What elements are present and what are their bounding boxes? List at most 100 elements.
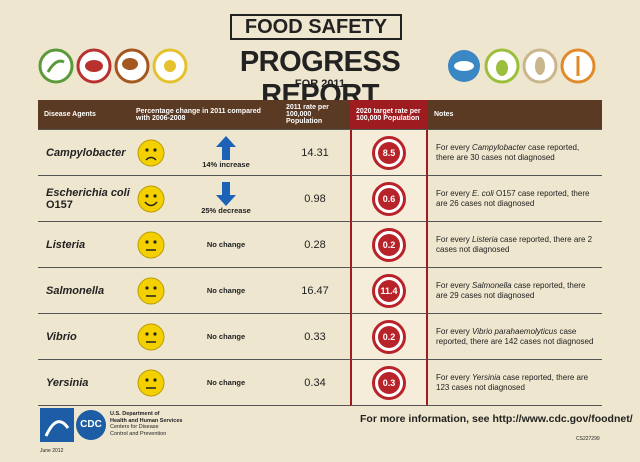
cell: For every Campylobacter case reported, t… <box>428 130 602 176</box>
cell: No change <box>172 314 280 360</box>
more-info: For more information, see http://www.cdc… <box>360 413 633 425</box>
change: No change <box>206 286 246 295</box>
cell: 0.2 <box>350 222 428 268</box>
cell: 14% increase <box>172 130 280 176</box>
subtitle: PROGRESS REPORT <box>239 46 401 111</box>
header-text: Percentage change in 2011 compared with … <box>136 107 261 122</box>
column-header: 2020 target rate per 100,000 Population <box>350 100 428 130</box>
rate-2011: 0.33 <box>304 330 326 343</box>
code: CS227299 <box>576 436 600 442</box>
cell: For every Listeria case reported, there … <box>428 222 602 268</box>
cell: For every Yersinia case reported, there … <box>428 360 602 406</box>
rate-2011: 16.47 <box>301 284 329 297</box>
cell: 0.33 <box>280 314 350 360</box>
disease-name-italic: Escherichia coli <box>46 186 130 199</box>
note-part: Listeria <box>472 234 498 244</box>
face-neutral <box>137 277 165 304</box>
cell: Listeria <box>38 222 130 268</box>
cell: 11.4 <box>350 268 428 314</box>
column-header: Notes <box>428 100 602 130</box>
disease-name-italic: Listeria <box>46 238 86 251</box>
agency-line: Health and Human Services <box>110 417 183 424</box>
disease-name: Yersinia <box>46 377 88 389</box>
note-part: Campylobacter <box>472 142 526 152</box>
cell: 14.31 <box>280 130 350 176</box>
target-rate: 8.5 <box>382 147 396 158</box>
note-part: Yersinia <box>472 372 501 382</box>
cdc-logo: CDC <box>76 410 106 440</box>
cell: Yersinia <box>38 360 130 406</box>
target-rate: 0.2 <box>382 239 396 250</box>
header-text: 2020 target rate per 100,000 Population <box>356 107 421 122</box>
target-inner: 0.2 <box>378 325 400 348</box>
icons-left <box>38 48 188 84</box>
cell: 0.34 <box>280 360 350 406</box>
rate-2011: 0.34 <box>304 376 326 389</box>
note-part: case reported, there are 123 cases not d… <box>436 372 589 392</box>
cell: 0.2 <box>350 314 428 360</box>
cell: 25% decrease <box>172 176 280 222</box>
arrow-up <box>216 136 236 160</box>
change: No change <box>206 378 246 387</box>
header-text: 2011 rate per 100,000 Population <box>286 104 329 125</box>
cell <box>130 360 172 406</box>
rate-2011: 0.28 <box>304 238 326 251</box>
column-header: Disease Agents <box>38 100 130 130</box>
header-text: Notes <box>434 111 454 118</box>
cell: Escherichia coli O157 <box>38 176 130 222</box>
note: For every E. coli O157 case reported, th… <box>436 189 596 209</box>
cell <box>130 176 172 222</box>
cell: 16.47 <box>280 268 350 314</box>
target-inner: 0.6 <box>378 187 400 210</box>
note-part: For every <box>436 188 473 198</box>
change: 25% decrease <box>201 206 251 215</box>
target-badge: 0.2 <box>372 319 406 354</box>
note-part: Vibrio parahaemolyticus <box>472 326 558 336</box>
face-neutral <box>137 231 165 258</box>
disease-name-italic: Campylobacter <box>46 146 126 159</box>
note: For every Salmonella case reported, ther… <box>436 281 596 301</box>
note-part: E. coli <box>472 188 494 198</box>
rate-2011: 0.98 <box>304 192 326 205</box>
agency-line: Centers for Disease <box>110 424 159 430</box>
cell: Salmonella <box>38 268 130 314</box>
note-part: case reported, there are 29 cases not di… <box>436 280 586 300</box>
cell <box>130 222 172 268</box>
note-part: For every <box>436 234 473 244</box>
change: No change <box>206 332 246 341</box>
column-header: 2011 rate per 100,000 Population <box>280 100 350 130</box>
target-rate: 0.2 <box>382 331 396 342</box>
note-part: case reported, there are 30 cases not di… <box>436 142 580 162</box>
note-part: O157 case reported, there are 26 cases n… <box>436 188 590 208</box>
agency-line: U.S. Department of <box>110 411 160 417</box>
cell: 0.6 <box>350 176 428 222</box>
target-badge: 11.4 <box>372 273 406 308</box>
column-header: Percentage change in 2011 compared with … <box>130 100 280 130</box>
rate-2011: 14.31 <box>301 146 329 159</box>
target-badge: 8.5 <box>372 135 406 170</box>
face-sad <box>137 139 165 166</box>
target-badge: 0.2 <box>372 227 406 262</box>
target-inner: 0.3 <box>378 371 400 394</box>
note: For every Listeria case reported, there … <box>436 235 596 255</box>
disease-name: Listeria <box>46 239 85 251</box>
cell: Vibrio <box>38 314 130 360</box>
note: For every Vibrio parahaemolyticus case r… <box>436 327 596 347</box>
disease-name-italic: Yersinia <box>46 376 89 389</box>
disease-name: Escherichia coli O157 <box>46 187 130 211</box>
cell: No change <box>172 222 280 268</box>
year: FOR 2011 <box>294 78 346 90</box>
note-part: case reported, there are 2 cases not dia… <box>436 234 593 254</box>
cell <box>130 130 172 176</box>
cell: 0.28 <box>280 222 350 268</box>
change: No change <box>206 240 246 249</box>
target-inner: 11.4 <box>378 279 400 302</box>
cell: Campylobacter <box>38 130 130 176</box>
header-text: Disease Agents <box>44 111 96 118</box>
cell: 0.98 <box>280 176 350 222</box>
note: For every Yersinia case reported, there … <box>436 373 596 393</box>
cell: For every Vibrio parahaemolyticus case r… <box>428 314 602 360</box>
cell: 0.3 <box>350 360 428 406</box>
face-neutral <box>137 369 165 396</box>
